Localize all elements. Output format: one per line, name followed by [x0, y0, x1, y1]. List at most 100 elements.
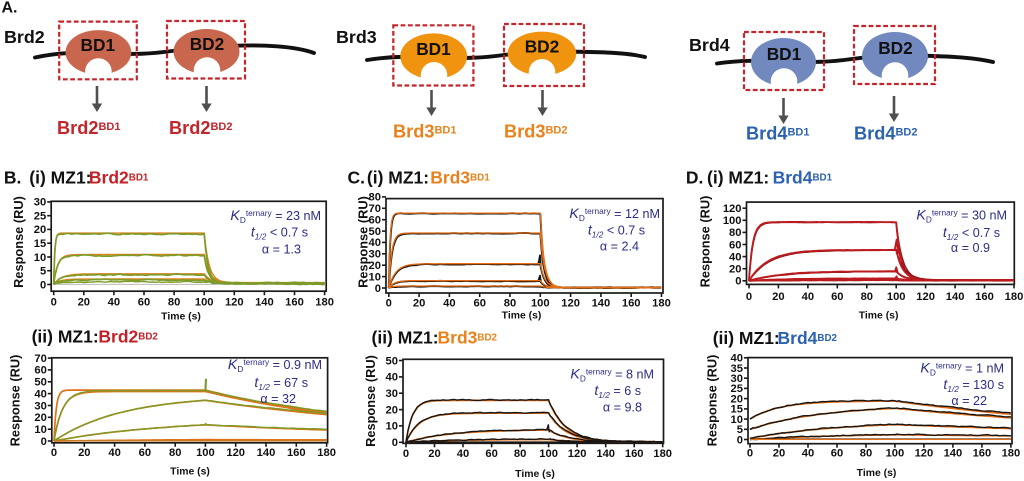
svg-text:0: 0 [403, 448, 409, 460]
svg-text:30: 30 [386, 388, 398, 400]
svg-text:t1/2 < 0.7 s: t1/2 < 0.7 s [943, 224, 1000, 242]
svg-text:KDternary = 30 nM: KDternary = 30 nM [916, 207, 1007, 225]
svg-text:180: 180 [653, 448, 672, 460]
svg-text:Time (s): Time (s) [515, 469, 555, 480]
svg-text:t1/2 = 67 s: t1/2 = 67 s [254, 374, 308, 392]
svg-text:25: 25 [34, 211, 46, 223]
svg-text:120: 120 [915, 447, 934, 459]
svg-text:0: 0 [746, 291, 752, 303]
svg-text:Response (RU): Response (RU) [705, 355, 720, 447]
svg-text:Brd2BD1: Brd2BD1 [57, 118, 120, 138]
svg-text:D.: D. [686, 168, 704, 188]
svg-text:180: 180 [317, 447, 336, 459]
svg-text:50: 50 [386, 355, 398, 367]
svg-text:140: 140 [257, 447, 276, 459]
svg-text:20: 20 [78, 447, 90, 459]
svg-text:10: 10 [34, 424, 46, 436]
svg-text:15: 15 [731, 404, 743, 416]
svg-text:180: 180 [1002, 447, 1021, 459]
svg-text:Brd4BD2: Brd4BD2 [778, 328, 838, 348]
svg-text:0: 0 [737, 434, 743, 446]
svg-text:160: 160 [975, 291, 994, 303]
svg-text:30: 30 [731, 373, 743, 385]
svg-text:20: 20 [729, 264, 741, 276]
svg-text:Response (RU): Response (RU) [355, 196, 370, 288]
svg-text:60: 60 [34, 365, 46, 377]
svg-text:20: 20 [34, 224, 46, 236]
svg-text:40: 40 [34, 388, 46, 400]
svg-text:160: 160 [625, 448, 644, 460]
svg-text:30: 30 [369, 249, 381, 261]
svg-text:100: 100 [196, 447, 215, 459]
svg-text:0: 0 [735, 276, 741, 288]
svg-text:20: 20 [413, 297, 425, 309]
svg-text:100: 100 [195, 296, 214, 308]
svg-text:Response (RU): Response (RU) [363, 355, 378, 447]
svg-text:70: 70 [34, 353, 46, 365]
svg-text:10: 10 [731, 414, 743, 426]
svg-text:160: 160 [622, 297, 641, 309]
svg-text:Time (s): Time (s) [502, 311, 542, 322]
svg-text:100: 100 [886, 447, 905, 459]
svg-text:α = 22: α = 22 [951, 394, 987, 408]
svg-text:KDternary = 23 nM: KDternary = 23 nM [230, 207, 321, 225]
svg-text:Brd2: Brd2 [4, 27, 45, 47]
svg-text:Brd3BD2: Brd3BD2 [438, 328, 498, 348]
svg-text:140: 140 [592, 297, 611, 309]
svg-text:(ii) MZ1:: (ii) MZ1: [32, 327, 99, 347]
svg-text:t1/2 = 130 s: t1/2 = 130 s [943, 376, 1004, 394]
svg-text:60: 60 [729, 239, 741, 251]
svg-text:40: 40 [369, 237, 381, 249]
svg-text:50: 50 [369, 226, 381, 238]
svg-text:(ii) MZ1:: (ii) MZ1: [372, 328, 439, 348]
svg-text:BD1: BD1 [767, 44, 802, 64]
svg-text:B.: B. [4, 168, 22, 188]
svg-text:20: 20 [773, 447, 785, 459]
svg-text:40: 40 [802, 447, 814, 459]
svg-text:100: 100 [887, 291, 906, 303]
svg-text:BD1: BD1 [81, 35, 116, 55]
svg-text:60: 60 [369, 215, 381, 227]
svg-text:60: 60 [138, 296, 150, 308]
svg-text:Time (s): Time (s) [857, 468, 897, 479]
svg-text:t1/2 = 6 s: t1/2 = 6 s [594, 382, 641, 400]
svg-text:60: 60 [485, 448, 497, 460]
svg-text:α = 1.3: α = 1.3 [262, 243, 301, 257]
svg-text:20: 20 [772, 291, 784, 303]
svg-text:BD1: BD1 [416, 39, 451, 59]
svg-text:40: 40 [443, 297, 455, 309]
svg-text:140: 140 [944, 447, 963, 459]
svg-text:20: 20 [369, 260, 381, 272]
svg-text:120: 120 [723, 203, 742, 215]
svg-text:0: 0 [51, 447, 57, 459]
svg-text:40: 40 [108, 296, 120, 308]
svg-text:20: 20 [34, 412, 46, 424]
svg-text:160: 160 [285, 296, 304, 308]
svg-text:120: 120 [226, 447, 245, 459]
svg-text:(i) MZ1:: (i) MZ1: [29, 168, 91, 188]
svg-text:180: 180 [1005, 291, 1024, 303]
svg-text:20: 20 [78, 296, 90, 308]
svg-text:t1/2 < 0.7 s: t1/2 < 0.7 s [588, 222, 645, 240]
svg-text:120: 120 [225, 296, 244, 308]
svg-text:5: 5 [737, 424, 743, 436]
svg-text:KDternary = 12 nM: KDternary = 12 nM [569, 205, 660, 223]
svg-text:120: 120 [561, 297, 580, 309]
svg-text:80: 80 [729, 227, 741, 239]
svg-text:40: 40 [108, 447, 120, 459]
svg-text:Response (RU): Response (RU) [698, 196, 713, 288]
svg-text:80: 80 [169, 447, 181, 459]
svg-text:20: 20 [386, 404, 398, 416]
svg-text:KDternary = 0.9 nM: KDternary = 0.9 nM [228, 356, 322, 374]
svg-text:40: 40 [731, 353, 743, 365]
svg-text:0: 0 [747, 447, 753, 459]
svg-text:80: 80 [168, 296, 180, 308]
svg-text:60: 60 [831, 291, 843, 303]
svg-text:20: 20 [428, 448, 440, 460]
svg-text:40: 40 [457, 448, 469, 460]
svg-text:Brd4: Brd4 [689, 35, 730, 55]
svg-text:140: 140 [596, 448, 615, 460]
svg-text:(i) MZ1:: (i) MZ1: [707, 168, 769, 188]
svg-text:160: 160 [287, 447, 306, 459]
svg-text:Time (s): Time (s) [170, 467, 210, 478]
